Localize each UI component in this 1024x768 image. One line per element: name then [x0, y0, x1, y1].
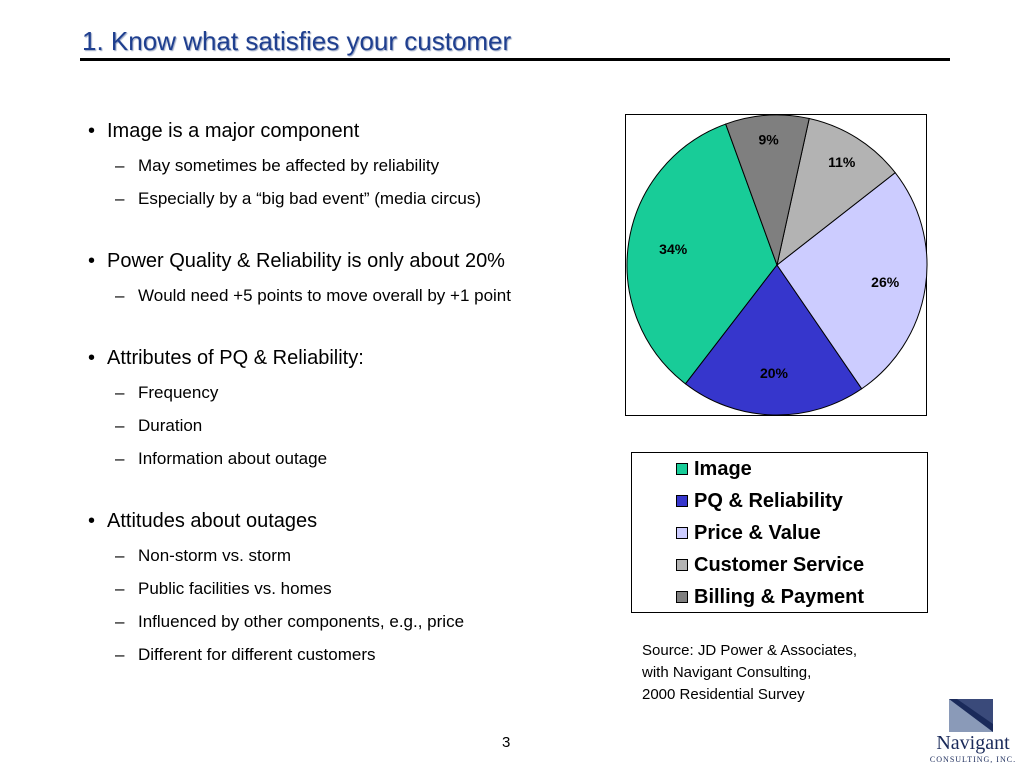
sub-bullet-text: Especially by a “big bad event” (media c…	[138, 189, 481, 208]
sub-bullet-item: – Especially by a “big bad event” (media …	[88, 188, 608, 210]
pie-slice-label: 34%	[659, 241, 688, 257]
logo-name: Navigant	[936, 732, 1010, 754]
pie-slice-label: 26%	[871, 274, 900, 290]
legend-swatch	[676, 527, 688, 539]
legend-item: Image	[676, 455, 752, 483]
page-number: 3	[502, 734, 511, 751]
bullet-dot: •	[88, 120, 96, 142]
legend-label: Customer Service	[694, 553, 865, 576]
legend-item: Billing & Payment	[676, 583, 864, 611]
sub-bullet-text: Frequency	[138, 383, 219, 402]
pie-slice	[684, 264, 863, 416]
source-note: Source: JD Power & Associates, with Navi…	[642, 642, 858, 703]
bullet-text: Power Quality & Reliability is only abou…	[107, 250, 505, 272]
bullet-text: Image is a major component	[107, 120, 360, 142]
legend-label: Billing & Payment	[694, 585, 865, 608]
pie-slice	[776, 171, 928, 390]
bullet-item: • Image is a major component	[88, 118, 608, 144]
logo-tagline: CONSULTING, INC.	[929, 755, 1017, 764]
sub-bullet-text: Non-storm vs. storm	[138, 546, 292, 565]
pie-slice-label: 11%	[828, 154, 856, 170]
navigant-logo: Navigant CONSULTING, INC.	[922, 696, 1024, 768]
bullet-gap	[88, 470, 608, 508]
pie-chart: 34% 20% 26% 11% 9%	[626, 115, 928, 416]
bullet-text: Attitudes about outages	[107, 510, 318, 532]
sub-bullet-dash: –	[115, 612, 125, 631]
chart-legend: Image PQ & Reliability Price & Value Custom…	[631, 452, 928, 613]
legend-item: Price & Value	[676, 519, 821, 547]
legend-label: Price & Value	[694, 521, 821, 544]
sub-bullet-dash: –	[115, 156, 125, 175]
sub-bullet-item: – Non-storm vs. storm	[88, 545, 608, 567]
bullet-item: • Attitudes about outages	[88, 508, 608, 534]
sub-bullet-dash: –	[115, 645, 125, 664]
sub-bullet-dash: –	[115, 286, 125, 305]
slide-title: 1. Know what satisfies your customer	[82, 26, 512, 56]
legend-label: Image	[694, 457, 752, 480]
sub-bullet-dash: –	[115, 579, 125, 598]
pie-slice-label: 9%	[758, 131, 779, 147]
sub-bullet-dash: –	[115, 449, 125, 468]
sub-bullet-item: – May sometimes be affected by reliabilit…	[88, 155, 608, 177]
sub-bullet-item: – Frequency	[88, 382, 608, 404]
pie-slice	[776, 117, 896, 267]
legend-swatch	[676, 463, 688, 475]
legend-swatch	[676, 591, 688, 603]
sub-bullet-item: – Influenced by other components, e.g., p…	[88, 611, 608, 633]
sub-bullet-dash: –	[115, 416, 125, 435]
pie-slice	[626, 123, 778, 385]
sub-bullet-item: – Duration	[88, 415, 608, 437]
sub-bullet-dash: –	[115, 546, 125, 565]
sub-bullet-text: Different for different customers	[138, 645, 376, 664]
legend-item: Customer Service	[676, 551, 864, 579]
bullet-gap	[88, 210, 608, 248]
sub-bullet-item: – Public facilities vs. homes	[88, 578, 608, 600]
bullet-item: • Attributes of PQ & Reliability:	[88, 345, 608, 371]
pie-slice-label: 20%	[760, 365, 789, 381]
logo-mark-icon	[949, 699, 993, 732]
sub-bullet-text: Duration	[138, 416, 203, 435]
sub-bullet-dash: –	[115, 383, 125, 402]
sub-bullet-text: Public facilities vs. homes	[138, 579, 332, 598]
bullet-item: • Power Quality & Reliability is only abo…	[88, 248, 608, 274]
pie-slice	[725, 115, 810, 267]
title-underline	[80, 58, 950, 61]
sub-bullet-item: – Would need +5 points to move overall by…	[88, 285, 608, 307]
bullet-dot: •	[88, 250, 96, 272]
legend-swatch	[676, 495, 688, 507]
sub-bullet-item: – Information about outage	[88, 448, 608, 470]
sub-bullet-text: Influenced by other components, e.g., pr…	[138, 612, 465, 631]
sub-bullet-text: Information about outage	[138, 449, 328, 468]
bullet-list: • Image is a major component – May sometime…	[88, 118, 608, 666]
sub-bullet-item: – Different for different customers	[88, 644, 608, 666]
legend-swatch	[676, 559, 688, 571]
bullet-dot: •	[88, 510, 96, 532]
bullet-dot: •	[88, 347, 96, 369]
bullet-text: Attributes of PQ & Reliability:	[107, 347, 364, 369]
sub-bullet-text: Would need +5 points to move overall by …	[138, 286, 511, 305]
sub-bullet-dash: –	[115, 189, 125, 208]
legend-item: PQ & Reliability	[676, 487, 843, 515]
pie-chart-frame: 34% 20% 26% 11% 9%	[625, 114, 928, 416]
sub-bullet-text: May sometimes be affected by reliability	[138, 156, 440, 175]
bullet-gap	[88, 307, 608, 345]
legend-label: PQ & Reliability	[694, 489, 843, 512]
